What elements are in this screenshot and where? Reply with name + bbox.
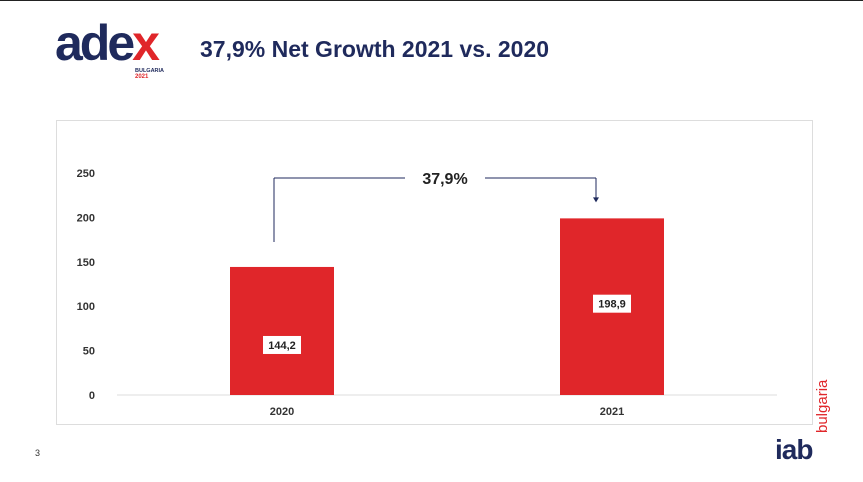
- x-tick-label: 2020: [270, 406, 294, 418]
- data-label-box: [263, 335, 301, 354]
- y-tick-label: 200: [77, 212, 95, 224]
- y-tick-label: 100: [77, 301, 95, 313]
- logo-wordmark: adex: [55, 15, 160, 71]
- y-tick-label: 150: [77, 257, 95, 269]
- data-label-box: [593, 294, 631, 313]
- adex-logo: adex BULGARIA 2021: [55, 18, 190, 88]
- page-number: 3: [35, 448, 41, 458]
- y-tick-label: 250: [77, 168, 95, 180]
- iab-bulgaria-logo: iab bulgaria: [775, 380, 835, 467]
- data-label: 144,2: [268, 340, 296, 352]
- iab-country-label: bulgaria: [814, 379, 831, 433]
- logo-country: BULGARIA: [135, 68, 165, 74]
- chart-frame: 0 50 100 150 200 250 2020 144,2 2021 198,9 37,9%: [56, 120, 813, 425]
- logo-year: 2021: [135, 74, 149, 80]
- page-title: 37,9% Net Growth 2021 vs. 2020: [200, 36, 550, 62]
- data-label: 198,9: [598, 299, 626, 311]
- bar-chart: 0 50 100 150 200 250 2020 144,2 2021 198,9 37,9%: [77, 168, 777, 418]
- bar: [230, 266, 334, 395]
- y-tick-label: 0: [89, 390, 95, 402]
- x-tick-label: 2021: [600, 406, 624, 418]
- top-rule: [0, 0, 863, 1]
- growth-arrow-head: [593, 197, 599, 203]
- y-tick-label: 50: [83, 346, 95, 358]
- growth-label: 37,9%: [422, 171, 467, 188]
- iab-wordmark: iab: [775, 434, 813, 465]
